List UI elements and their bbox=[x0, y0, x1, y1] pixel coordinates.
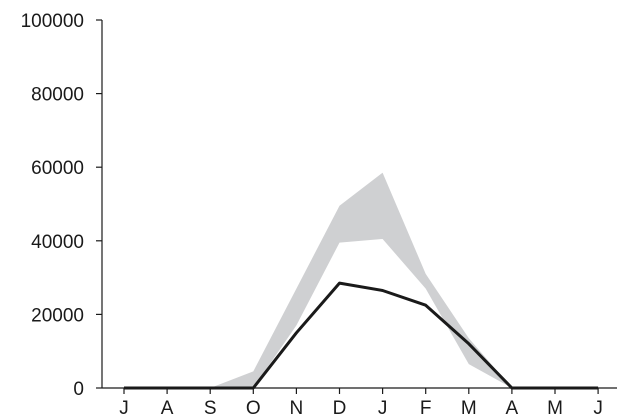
y-tick-label: 100000 bbox=[21, 11, 84, 32]
y-ticks: 0 20000 40000 60000 80000 100000 bbox=[21, 11, 102, 400]
x-tick-label: A bbox=[506, 398, 519, 419]
y-tick-label: 60000 bbox=[31, 158, 84, 179]
x-tick-label: J bbox=[378, 398, 388, 419]
x-tick-label: A bbox=[161, 398, 174, 419]
x-tick-label: F bbox=[420, 398, 432, 419]
x-tick-label: N bbox=[290, 398, 304, 419]
x-tick-label: M bbox=[461, 398, 477, 419]
x-tick-label: J bbox=[593, 398, 603, 419]
x-tick-label: O bbox=[246, 398, 261, 419]
series-line bbox=[124, 281, 599, 390]
plot-area bbox=[123, 172, 599, 390]
x-tick-label: D bbox=[333, 398, 347, 419]
y-tick-label: 80000 bbox=[31, 85, 84, 106]
x-tick-label: M bbox=[547, 398, 563, 419]
x-tick-label: S bbox=[204, 398, 217, 419]
range-band bbox=[124, 172, 599, 388]
x-tick-label: J bbox=[119, 398, 129, 419]
axes bbox=[101, 20, 617, 389]
y-tick-label: 40000 bbox=[31, 232, 84, 253]
y-tick-label: 20000 bbox=[31, 305, 84, 326]
y-tick-label: 0 bbox=[73, 379, 84, 400]
